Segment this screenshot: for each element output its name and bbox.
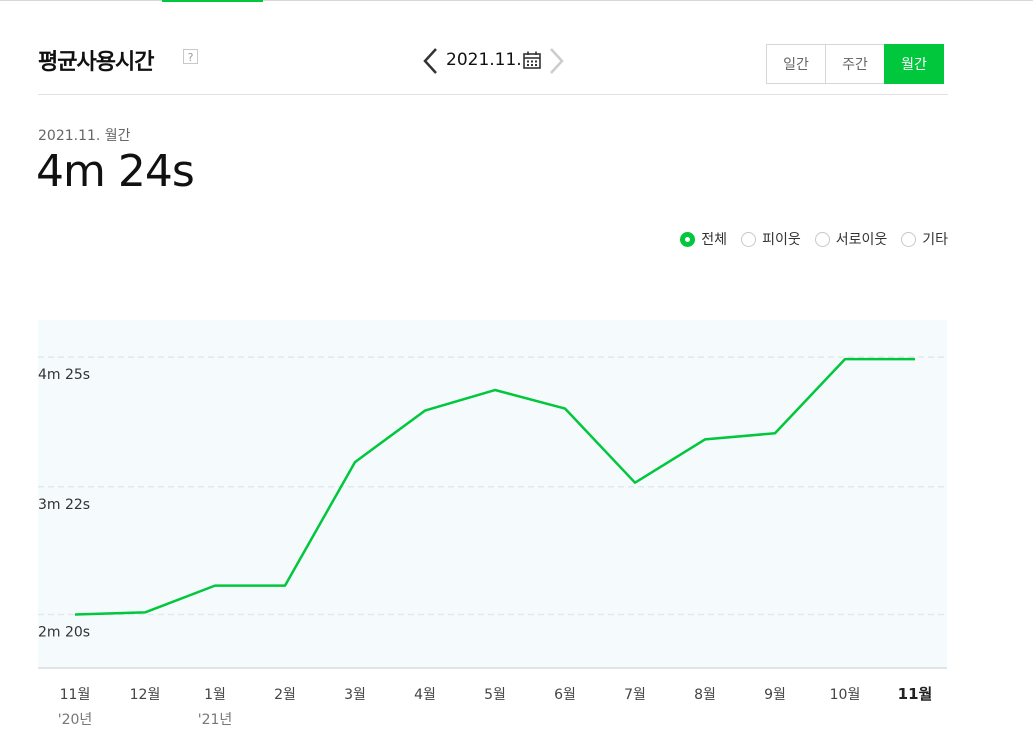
x-tick-label: 1월 xyxy=(204,687,226,703)
x-tick-label: 6월 xyxy=(554,687,576,703)
period-monthly-button[interactable]: 월간 xyxy=(884,44,944,84)
period-weekly-button[interactable]: 주간 xyxy=(825,44,885,84)
filter-neighbor-label: 피이웃 xyxy=(762,232,801,248)
filter-mutual-label: 서로이웃 xyxy=(835,232,888,248)
radio-unselected-icon xyxy=(901,231,917,247)
header-divider xyxy=(38,94,948,95)
y-tick-label: 2m 20s xyxy=(38,624,90,640)
filter-other-radio[interactable]: 기타 xyxy=(901,229,948,249)
x-tick-label: 11월 xyxy=(60,687,91,703)
period-toggle: 일간 주간 월간 xyxy=(766,44,944,84)
period-daily-button[interactable]: 일간 xyxy=(766,44,826,84)
chevron-left-icon[interactable] xyxy=(420,46,442,76)
filter-neighbor-radio[interactable]: 피이웃 xyxy=(741,229,801,249)
filter-mutual-radio[interactable]: 서로이웃 xyxy=(814,229,888,249)
series-line xyxy=(74,357,915,616)
x-tick-label: 9월 xyxy=(764,687,786,703)
chevron-right-icon[interactable] xyxy=(545,46,567,76)
summary-value: 4m 24s xyxy=(36,146,195,197)
radio-selected-icon xyxy=(680,231,696,247)
top-divider xyxy=(0,0,1033,1)
y-tick-label: 4m 25s xyxy=(38,367,90,383)
x-year-label: '20년 xyxy=(58,712,93,728)
page-title: 평균사용시간 xyxy=(38,50,154,75)
filter-all-radio[interactable]: 전체 xyxy=(680,229,727,249)
calendar-icon[interactable] xyxy=(522,50,542,70)
radio-unselected-icon xyxy=(814,231,830,247)
x-tick-label: 10월 xyxy=(830,687,861,703)
filter-radio-group: 전체 피이웃 서로이웃 기타 xyxy=(680,229,948,249)
x-tick-label: 2월 xyxy=(274,687,296,703)
x-tick-label: 3월 xyxy=(344,687,366,703)
filter-other-label: 기타 xyxy=(922,232,948,248)
x-tick-label: 8월 xyxy=(694,687,716,703)
plot-area xyxy=(38,320,947,668)
x-tick-label: 5월 xyxy=(484,687,506,703)
radio-unselected-icon xyxy=(741,231,757,247)
x-tick-label: 7월 xyxy=(624,687,646,703)
filter-all-label: 전체 xyxy=(701,232,728,248)
current-date: 2021.11. xyxy=(446,50,522,70)
y-tick-label: 3m 22s xyxy=(38,497,90,513)
help-icon[interactable]: ? xyxy=(183,49,198,64)
summary-subtitle: 2021.11. 월간 xyxy=(38,128,131,144)
active-tab-indicator xyxy=(162,0,263,2)
x-tick-label: 11월 xyxy=(898,685,933,703)
x-tick-label: 4월 xyxy=(414,687,436,703)
x-year-label: '21년 xyxy=(198,712,233,728)
x-tick-label: 12월 xyxy=(130,687,161,703)
